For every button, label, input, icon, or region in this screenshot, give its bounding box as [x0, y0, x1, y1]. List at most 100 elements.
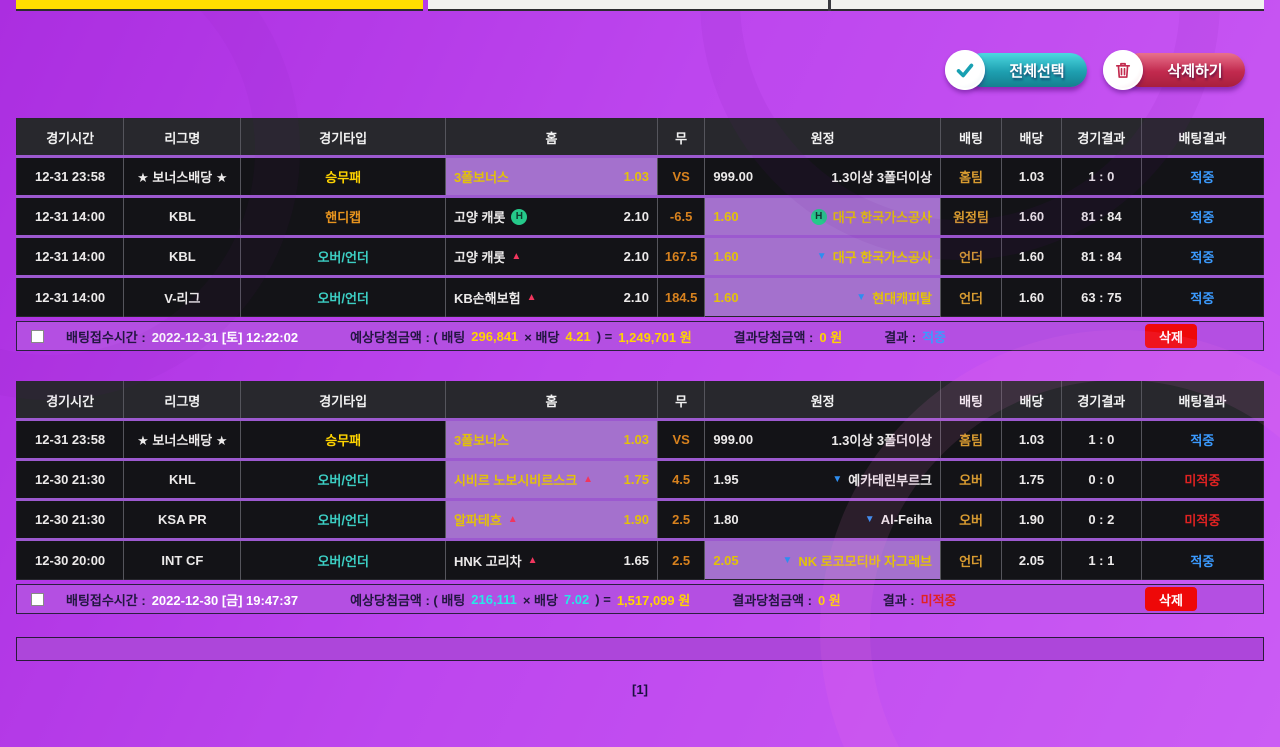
up-triangle-icon: ▲	[507, 514, 518, 525]
home-marker-icon: H	[810, 208, 827, 225]
bet-result: 적중	[1140, 236, 1264, 277]
home-pick-cell[interactable]: 3폴보너스 1.03	[444, 156, 658, 197]
select-all-button[interactable]: 전체선택	[945, 50, 1087, 90]
column-header: 배팅결과	[1140, 118, 1264, 157]
column-header: 원정	[704, 381, 941, 420]
bet-result: 미적중	[1140, 459, 1264, 500]
result-value: 적중	[922, 329, 946, 345]
bet-row: 12-30 20:00 INT CF 오버/언더 HNK 고리차 ▲ 1.65 2…	[16, 539, 1264, 580]
bet-odds: 2.05	[1001, 539, 1062, 580]
result-amount-value: 0 원	[819, 329, 843, 345]
home-pick-cell[interactable]: 3폴보너스 1.03	[444, 419, 658, 460]
times-odds-label: × 배당	[524, 329, 560, 345]
game-score: 0 : 0	[1060, 459, 1142, 500]
tab-inactive-2[interactable]	[831, 0, 1264, 11]
down-triangle-icon: ▼	[782, 554, 793, 566]
column-header: 경기결과	[1060, 118, 1142, 157]
game-score: 1 : 0	[1060, 419, 1142, 460]
home-pick-cell[interactable]: KB손해보험 ▲ 2.10	[444, 276, 658, 317]
delete-selected-button[interactable]: 삭제하기	[1103, 50, 1245, 90]
draw-value: -6.5	[656, 196, 705, 237]
column-header: 홈	[444, 381, 658, 420]
bet-side: 오버	[939, 459, 1002, 500]
result-value: 미적중	[920, 592, 957, 608]
bet-row: 12-31 14:00 V-리그 오버/언더 KB손해보험 ▲ 2.10 184.…	[16, 276, 1264, 317]
away-pick-cell[interactable]: 1.60 H 대구 한국가스공사	[704, 196, 941, 237]
column-header: 원정	[704, 118, 941, 157]
expected-prefix: 예상당첨금액 : ( 배팅	[350, 592, 466, 608]
away-pick-cell[interactable]: 1.80 ▼ Al-Feiha	[704, 499, 941, 540]
bet-odds: 1.60	[1001, 196, 1062, 237]
league-name: KBL	[123, 196, 241, 237]
checkmark-icon	[945, 50, 985, 90]
game-type: 승무패	[240, 156, 446, 197]
times-odds-label: × 배당	[522, 592, 558, 608]
slip-checkbox[interactable]	[31, 592, 44, 606]
draw-value: VS	[656, 156, 705, 197]
draw-value: 4.5	[656, 459, 705, 500]
received-time-label: 배팅접수시간 :	[66, 592, 146, 608]
bet-odds: 1.60	[1001, 276, 1062, 317]
delete-slip-button[interactable]: 삭제	[1145, 587, 1197, 611]
bet-odds: 1.03	[1001, 156, 1062, 197]
bet-side: 홈팀	[939, 419, 1002, 460]
expected-total: 1,249,701 원	[618, 329, 692, 345]
home-pick-cell[interactable]: 고양 캐롯 ▲ 2.10	[444, 236, 658, 277]
bet-result: 적중	[1140, 276, 1264, 317]
column-header: 홈	[444, 118, 658, 157]
down-triangle-icon: ▼	[864, 514, 875, 525]
tab-inactive-1[interactable]	[428, 0, 828, 11]
column-header: 배당	[1001, 118, 1062, 157]
home-pick-cell[interactable]: 시비르 노보시비르스크 ▲ 1.75	[444, 459, 658, 500]
bet-row: 12-31 23:58 ★ 보너스배당 ★ 승무패 3폴보너스 1.03 VS …	[16, 156, 1264, 197]
league-name: KSA PR	[123, 499, 241, 540]
column-header: 경기시간	[16, 118, 124, 157]
bet-slip-1: 경기시간 리그명 경기타입 홈 무 원정 배팅 배당 경기결과 배팅결과 12-31 23:58 …	[16, 118, 1264, 351]
home-pick-cell[interactable]: HNK 고리차 ▲ 1.65	[444, 539, 658, 580]
column-header: 경기타입	[240, 381, 446, 420]
slip-footer: 배팅접수시간 : 2022-12-31 [토] 12:22:02 예상당첨금액 …	[16, 321, 1264, 351]
received-time-value: 2022-12-30 [금] 19:47:37	[151, 592, 299, 608]
game-time: 12-31 14:00	[16, 276, 124, 317]
away-pick-cell[interactable]: 1.60 ▼ 현대캐피탈	[704, 276, 941, 317]
result-amount-label: 결과당첨금액 :	[733, 329, 814, 345]
home-pick-cell[interactable]: 고양 캐롯 H 2.10	[444, 196, 658, 237]
league-name: V-리그	[123, 276, 241, 317]
game-type: 승무패	[240, 419, 446, 460]
bet-odds: 1.03	[1001, 419, 1062, 460]
delete-slip-button[interactable]: 삭제	[1145, 324, 1197, 348]
league-name: ★ 보너스배당 ★	[123, 156, 241, 197]
tab-active[interactable]	[16, 0, 423, 11]
column-header: 리그명	[123, 381, 241, 420]
league-name: KHL	[123, 459, 241, 500]
game-time: 12-30 21:30	[16, 459, 124, 500]
received-time-label: 배팅접수시간 :	[66, 329, 146, 345]
bet-result: 적중	[1140, 196, 1264, 237]
bet-side: 언더	[939, 276, 1002, 317]
home-pick-cell[interactable]: 알파테흐 ▲ 1.90	[444, 499, 658, 540]
away-pick-cell[interactable]: 1.60 ▼ 대구 한국가스공사	[704, 236, 941, 277]
draw-value: 2.5	[656, 499, 705, 540]
away-pick-cell[interactable]: 1.95 ▼ 예카테린부르크	[704, 459, 941, 500]
column-header: 경기시간	[16, 381, 124, 420]
slip-checkbox[interactable]	[31, 329, 44, 343]
bet-side: 언더	[939, 539, 1002, 580]
game-type: 오버/언더	[240, 539, 446, 580]
bet-odds: 1.75	[1001, 459, 1062, 500]
down-triangle-icon: ▼	[856, 291, 867, 303]
game-score: 81 : 84	[1060, 236, 1142, 277]
pagination-page-1[interactable]: [1]	[632, 682, 648, 697]
away-pick-cell[interactable]: 999.00 1.3이상 3폴더이상	[704, 156, 941, 197]
column-header: 배팅	[939, 118, 1002, 157]
game-type: 핸디캡	[240, 196, 446, 237]
column-header: 배당	[1001, 381, 1062, 420]
bet-odds: 1.90	[1001, 499, 1062, 540]
away-pick-cell[interactable]: 999.00 1.3이상 3폴더이상	[704, 419, 941, 460]
game-score: 1 : 1	[1060, 539, 1142, 580]
expected-total: 1,517,099 원	[616, 592, 691, 608]
bet-amount: 296,841	[471, 328, 519, 344]
result-amount-label: 결과당첨금액 :	[732, 592, 812, 608]
away-pick-cell[interactable]: 2.05 ▼ NK 로코모티바 자그레브	[704, 539, 941, 580]
game-time: 12-31 23:58	[16, 419, 124, 460]
column-header: 무	[656, 381, 705, 420]
